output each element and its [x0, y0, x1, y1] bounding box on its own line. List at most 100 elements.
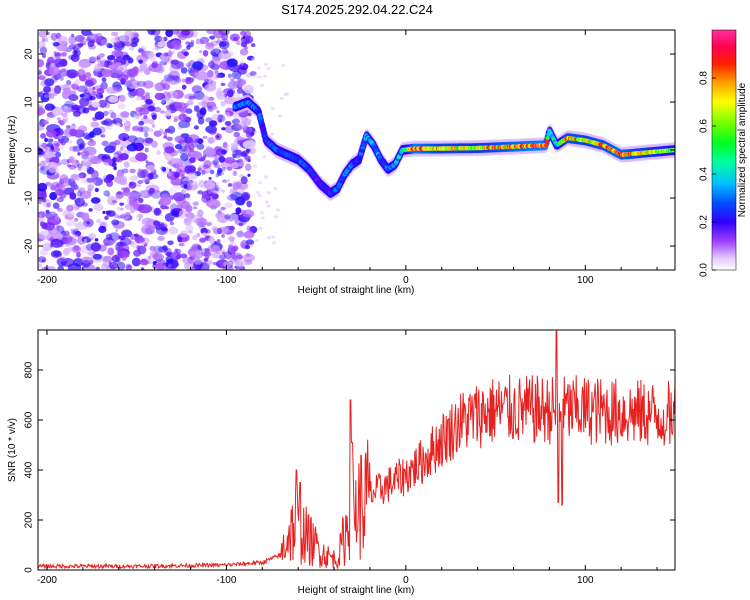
noise-blob [61, 234, 73, 244]
noise-blob [68, 157, 74, 164]
noise-blob [158, 246, 169, 253]
noise-blob [68, 140, 73, 144]
noise-blob [263, 74, 267, 78]
noise-blob [173, 115, 181, 120]
noise-blob [209, 35, 216, 40]
noise-blob [147, 105, 156, 112]
noise-blob [76, 160, 79, 164]
noise-blob [202, 135, 208, 139]
noise-blob [123, 80, 133, 88]
noise-blob [183, 193, 191, 199]
x-tick-label: -100 [216, 275, 236, 286]
noise-blob [88, 87, 93, 92]
noise-blob [181, 84, 187, 90]
noise-blob [156, 263, 165, 270]
noise-blob [233, 259, 246, 267]
noise-blob [55, 224, 60, 229]
noise-blob [208, 176, 212, 180]
noise-blob [54, 189, 65, 196]
noise-blob [83, 238, 87, 243]
noise-blob [41, 142, 48, 148]
noise-blob [56, 44, 67, 52]
noise-blob [248, 147, 256, 155]
noise-blob [197, 209, 204, 217]
noise-blob [41, 37, 46, 43]
noise-blob [212, 51, 217, 55]
noise-blob [247, 173, 251, 177]
noise-blob [113, 42, 125, 51]
noise-blob [180, 133, 190, 139]
noise-blob [263, 62, 268, 66]
noise-blob [90, 96, 94, 101]
noise-blob [102, 259, 109, 268]
noise-blob [86, 221, 90, 225]
x-tick-label: 100 [577, 275, 594, 286]
noise-blob [172, 192, 186, 202]
noise-blob [38, 200, 42, 205]
noise-blob [44, 103, 55, 111]
noise-blob [222, 167, 226, 172]
noise-blob [267, 191, 272, 195]
noise-blob [79, 94, 85, 98]
noise-blob [227, 51, 234, 57]
noise-blob [119, 94, 126, 103]
noise-blob [148, 187, 155, 194]
noise-blob [184, 217, 190, 223]
noise-blob [228, 244, 234, 249]
noise-blob [246, 253, 250, 257]
noise-blob [50, 210, 56, 215]
noise-blob [196, 109, 204, 120]
noise-blob [47, 182, 56, 189]
noise-blob [163, 131, 167, 136]
noise-blob [181, 78, 186, 83]
noise-blob [139, 258, 149, 266]
noise-blob [154, 82, 166, 92]
noise-blob [200, 39, 208, 44]
noise-blob [70, 181, 78, 190]
noise-blob [236, 77, 247, 88]
noise-blob [158, 128, 164, 135]
noise-blob [195, 38, 201, 45]
noise-blob [111, 50, 122, 57]
noise-blob [94, 187, 99, 193]
noise-blob [89, 32, 93, 36]
noise-blob [91, 101, 101, 108]
noise-blob [162, 245, 168, 251]
noise-blob [162, 167, 167, 172]
noise-blob [83, 146, 97, 156]
noise-blob [168, 263, 172, 268]
noise-blob [163, 52, 169, 57]
noise-blob [173, 118, 178, 123]
noise-blob [84, 79, 94, 88]
noise-blob [68, 35, 77, 45]
noise-blob [72, 228, 80, 236]
noise-blob [192, 234, 198, 241]
noise-blob [130, 175, 139, 181]
noise-blob [164, 247, 172, 257]
noise-blob [197, 138, 202, 143]
colorbar-tick-label: 0.0 [699, 263, 710, 277]
noise-blob [167, 160, 173, 165]
noise-blob [244, 163, 252, 171]
noise-blob [61, 112, 68, 118]
noise-blob [236, 66, 248, 75]
noise-blob [81, 212, 90, 221]
noise-blob [87, 251, 95, 256]
noise-blob [43, 222, 55, 231]
noise-blob [223, 261, 233, 268]
noise-blob [79, 151, 84, 155]
noise-blob [49, 192, 58, 201]
noise-blob [243, 84, 254, 94]
noise-blob [55, 183, 60, 188]
noise-blob [72, 159, 80, 168]
noise-blob [232, 182, 241, 190]
noise-blob [208, 129, 217, 135]
noise-blob [90, 121, 100, 128]
noise-blob [98, 99, 108, 108]
noise-blob [271, 235, 276, 239]
noise-blob [81, 165, 90, 172]
noise-blob [236, 40, 241, 46]
noise-blob [107, 55, 116, 61]
noise-blob [81, 264, 96, 270]
